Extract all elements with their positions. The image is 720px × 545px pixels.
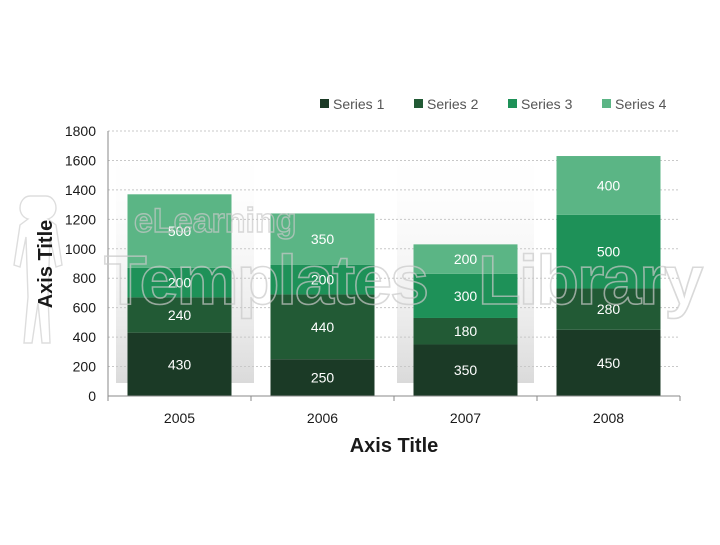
bar-segment bbox=[127, 332, 232, 396]
bar-segment bbox=[413, 244, 518, 274]
data-label: 240 bbox=[168, 307, 192, 323]
bar-segment bbox=[556, 214, 661, 289]
y-tick-label: 1600 bbox=[65, 152, 96, 168]
bar-segment bbox=[127, 297, 232, 333]
legend-swatch bbox=[602, 99, 611, 108]
legend-label: Series 2 bbox=[427, 96, 479, 112]
data-label: 350 bbox=[311, 231, 335, 247]
legend-swatch bbox=[508, 99, 517, 108]
data-label: 430 bbox=[168, 356, 192, 372]
bar-segment bbox=[270, 264, 375, 295]
legend: Series 1 Series 2 Series 3 Series 4 bbox=[320, 96, 667, 112]
bar-segment bbox=[127, 267, 232, 298]
data-label: 200 bbox=[311, 272, 335, 288]
y-tick-label: 1400 bbox=[65, 182, 96, 198]
y-tick-label: 400 bbox=[73, 329, 97, 345]
y-tick-label: 800 bbox=[73, 270, 97, 286]
y-tick-label: 600 bbox=[73, 300, 97, 316]
watermark-text: Templates bbox=[104, 241, 427, 319]
x-tick-label: 2007 bbox=[450, 410, 481, 426]
data-label: 300 bbox=[454, 288, 478, 304]
bar-segment bbox=[556, 288, 661, 330]
watermark-text: eLearning bbox=[134, 202, 296, 240]
bar-segment bbox=[270, 213, 375, 265]
bar-segment bbox=[127, 194, 232, 268]
data-label: 450 bbox=[597, 355, 621, 371]
watermark-figure bbox=[13, 195, 63, 344]
legend-label: Series 3 bbox=[521, 96, 573, 112]
watermark-text: Library bbox=[478, 241, 703, 319]
bar-segment bbox=[556, 329, 661, 396]
bar-segment bbox=[413, 344, 518, 396]
x-tick-label: 2008 bbox=[593, 410, 624, 426]
legend-label: Series 4 bbox=[615, 96, 667, 112]
y-tick-label: 0 bbox=[88, 388, 96, 404]
y-tick-label: 1200 bbox=[65, 211, 96, 227]
data-label: 350 bbox=[454, 362, 478, 378]
data-label: 500 bbox=[168, 223, 192, 239]
axes: 0 200 400 600 800 1000 1200 1400 1600 1800 2005 200… bbox=[65, 123, 681, 426]
y-tick-label: 1800 bbox=[65, 123, 96, 139]
data-labels: 430 240 200 500 250 440 200 350 350 180 300 200 450 2… bbox=[168, 177, 621, 385]
y-tick-label: 200 bbox=[73, 359, 97, 375]
bar-segment bbox=[270, 294, 375, 360]
x-axis-title: Axis Title bbox=[350, 435, 439, 457]
data-label: 400 bbox=[597, 177, 621, 193]
y-tick-label: 1000 bbox=[65, 241, 96, 257]
data-label: 180 bbox=[454, 323, 478, 339]
y-axis-title: Axis Title bbox=[35, 220, 57, 309]
data-label: 250 bbox=[311, 370, 335, 386]
bars bbox=[127, 156, 661, 396]
data-label: 440 bbox=[311, 319, 335, 335]
legend-swatch bbox=[320, 99, 329, 108]
bar-segment bbox=[556, 156, 661, 215]
bar-segment bbox=[413, 317, 518, 345]
legend-label: Series 1 bbox=[333, 96, 385, 112]
x-tick-label: 2005 bbox=[164, 410, 195, 426]
data-label: 200 bbox=[168, 275, 192, 291]
legend-swatch bbox=[414, 99, 423, 108]
data-label: 200 bbox=[454, 251, 478, 267]
bar-segment bbox=[270, 359, 375, 396]
data-label: 280 bbox=[597, 301, 621, 317]
data-label: 500 bbox=[597, 244, 621, 260]
bar-segment bbox=[413, 273, 518, 318]
x-tick-label: 2006 bbox=[307, 410, 338, 426]
